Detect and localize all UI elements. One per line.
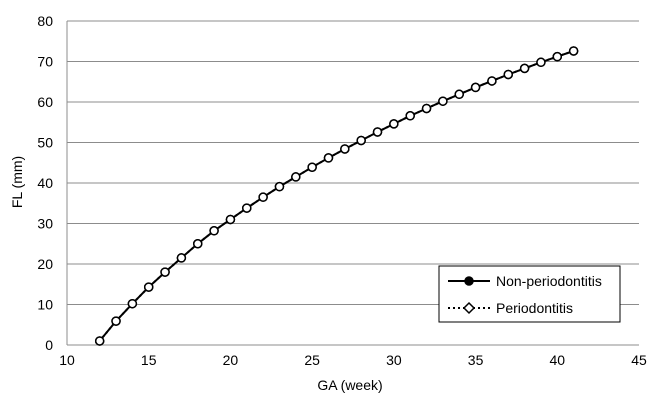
y-tick-label: 60: [37, 94, 53, 110]
x-tick-label: 25: [304, 352, 320, 368]
data-point-open-diamond: [258, 192, 268, 202]
x-tick-label: 35: [468, 352, 484, 368]
data-point-open-diamond: [176, 253, 187, 263]
y-axis-label: FL (mm): [9, 156, 25, 208]
data-point-open-diamond: [340, 144, 350, 154]
data-point-open-diamond: [552, 51, 563, 62]
gridlines: [67, 20, 639, 305]
legend-label-non-periodontitis: Non-periodontitis: [496, 273, 602, 289]
y-tick-label: 70: [37, 54, 53, 70]
data-point-open-diamond: [209, 226, 219, 236]
data-point-open-diamond: [225, 214, 236, 225]
data-point-open-diamond: [519, 63, 530, 74]
x-axis-label: GA (week): [317, 377, 382, 393]
y-tick-label: 50: [37, 135, 53, 151]
legend-entry-periodontitis: Periodontitis: [448, 300, 573, 316]
legend: Non-periodontitis Periodontitis: [438, 265, 621, 323]
data-point-open-diamond: [307, 162, 317, 172]
data-point-open-diamond: [127, 298, 138, 309]
data-point-open-diamond: [372, 127, 383, 137]
data-point-open-diamond: [143, 282, 154, 292]
data-point-open-diamond: [503, 69, 514, 80]
legend-marker-open-diamond: [462, 301, 476, 315]
x-tick-label: 10: [59, 352, 75, 368]
data-point-open-diamond: [274, 181, 285, 192]
y-tick-labels: 0 10 20 30 40 50 60 70 80: [37, 13, 53, 353]
x-tick-label: 45: [631, 352, 647, 368]
legend-label-periodontitis: Periodontitis: [496, 300, 573, 316]
data-point-open-diamond: [94, 336, 105, 346]
data-point-open-diamond: [323, 153, 334, 163]
data-point-open-diamond: [568, 46, 579, 56]
x-tick-label: 20: [223, 352, 239, 368]
data-point-open-diamond: [389, 119, 399, 129]
series-layer: [94, 46, 579, 346]
y-tick-label: 40: [37, 175, 53, 191]
legend-entry-non-periodontitis: Non-periodontitis: [448, 273, 602, 289]
y-tick-label: 0: [45, 337, 53, 353]
data-point-open-diamond: [356, 135, 366, 146]
x-tick-label: 30: [386, 352, 402, 368]
x-tick-label: 40: [549, 352, 565, 368]
y-tick-label: 10: [37, 297, 53, 313]
data-point-open-diamond: [454, 89, 464, 100]
y-tick-label: 80: [37, 13, 53, 29]
data-point-open-diamond: [160, 267, 170, 277]
data-point-open-diamond: [438, 96, 448, 106]
data-point-open-diamond: [536, 57, 546, 68]
legend-marker-filled-circle: [464, 276, 474, 286]
y-tick-label: 20: [37, 256, 53, 272]
data-point-open-diamond: [291, 172, 301, 182]
series-periodontitis: [94, 46, 579, 346]
data-point-open-diamond: [192, 239, 203, 249]
data-point-open-diamond: [487, 76, 497, 86]
data-point-open-diamond: [111, 316, 121, 326]
data-point-open-diamond: [242, 203, 252, 213]
data-point-open-diamond: [421, 103, 432, 114]
x-tick-label: 15: [141, 352, 157, 368]
x-tick-labels: 10 15 20 25 30 35 40 45: [59, 352, 647, 368]
data-point-open-diamond: [470, 82, 481, 93]
axes: [66, 21, 639, 346]
y-tick-label: 30: [37, 216, 53, 232]
data-point-open-diamond: [405, 111, 415, 121]
